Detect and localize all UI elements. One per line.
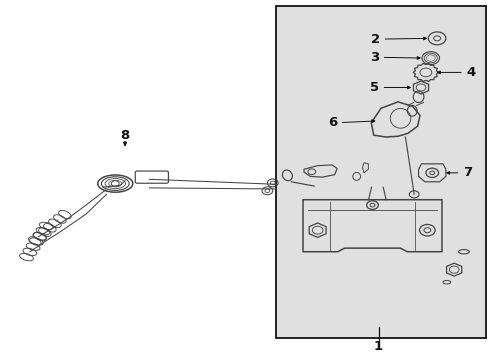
Text: 7: 7 [462,166,471,179]
Text: 4: 4 [466,66,475,79]
Text: 1: 1 [373,340,383,353]
Text: 5: 5 [369,81,378,94]
Bar [276,6,485,338]
Text: 8: 8 [120,129,129,142]
Text: 2: 2 [370,32,379,46]
Text: 3: 3 [369,51,378,64]
Text: 6: 6 [327,116,336,129]
